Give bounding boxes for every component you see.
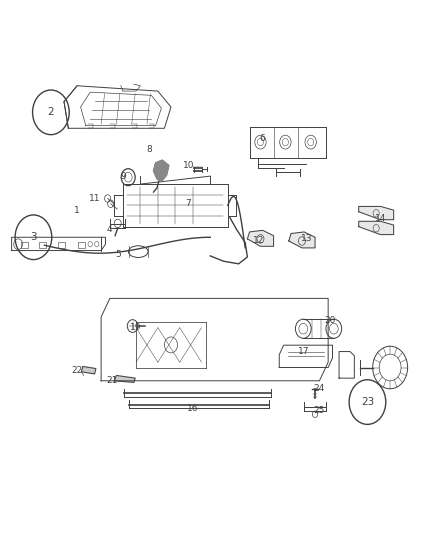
Polygon shape xyxy=(153,160,169,181)
Polygon shape xyxy=(114,375,135,382)
Polygon shape xyxy=(359,206,394,220)
Text: 21: 21 xyxy=(106,376,118,385)
Text: 24: 24 xyxy=(314,384,325,393)
Polygon shape xyxy=(289,232,315,248)
Text: 22: 22 xyxy=(71,366,83,375)
Polygon shape xyxy=(81,367,96,374)
Text: 2: 2 xyxy=(48,107,54,117)
Text: 19: 19 xyxy=(130,323,142,332)
Text: 4: 4 xyxy=(107,225,113,234)
Text: 17: 17 xyxy=(298,347,310,356)
Bar xyxy=(21,242,28,248)
Text: 9: 9 xyxy=(120,172,126,181)
Polygon shape xyxy=(247,230,274,246)
Text: 20: 20 xyxy=(325,316,336,325)
Text: 7: 7 xyxy=(186,199,191,208)
Text: 1: 1 xyxy=(74,206,80,215)
Bar xyxy=(58,242,65,248)
Text: 13: 13 xyxy=(300,234,312,243)
Text: 10: 10 xyxy=(183,161,194,170)
Text: 5: 5 xyxy=(116,251,121,260)
Text: 8: 8 xyxy=(146,145,152,154)
Polygon shape xyxy=(359,221,394,235)
Text: 23: 23 xyxy=(361,397,374,407)
Bar xyxy=(78,242,85,248)
Text: 16: 16 xyxy=(187,405,198,414)
Text: 25: 25 xyxy=(314,406,325,415)
Text: 6: 6 xyxy=(260,134,265,143)
Text: 3: 3 xyxy=(30,232,37,243)
Text: 11: 11 xyxy=(89,194,100,203)
Text: 12: 12 xyxy=(253,237,264,246)
Text: 14: 14 xyxy=(375,214,386,223)
Bar xyxy=(39,242,46,248)
